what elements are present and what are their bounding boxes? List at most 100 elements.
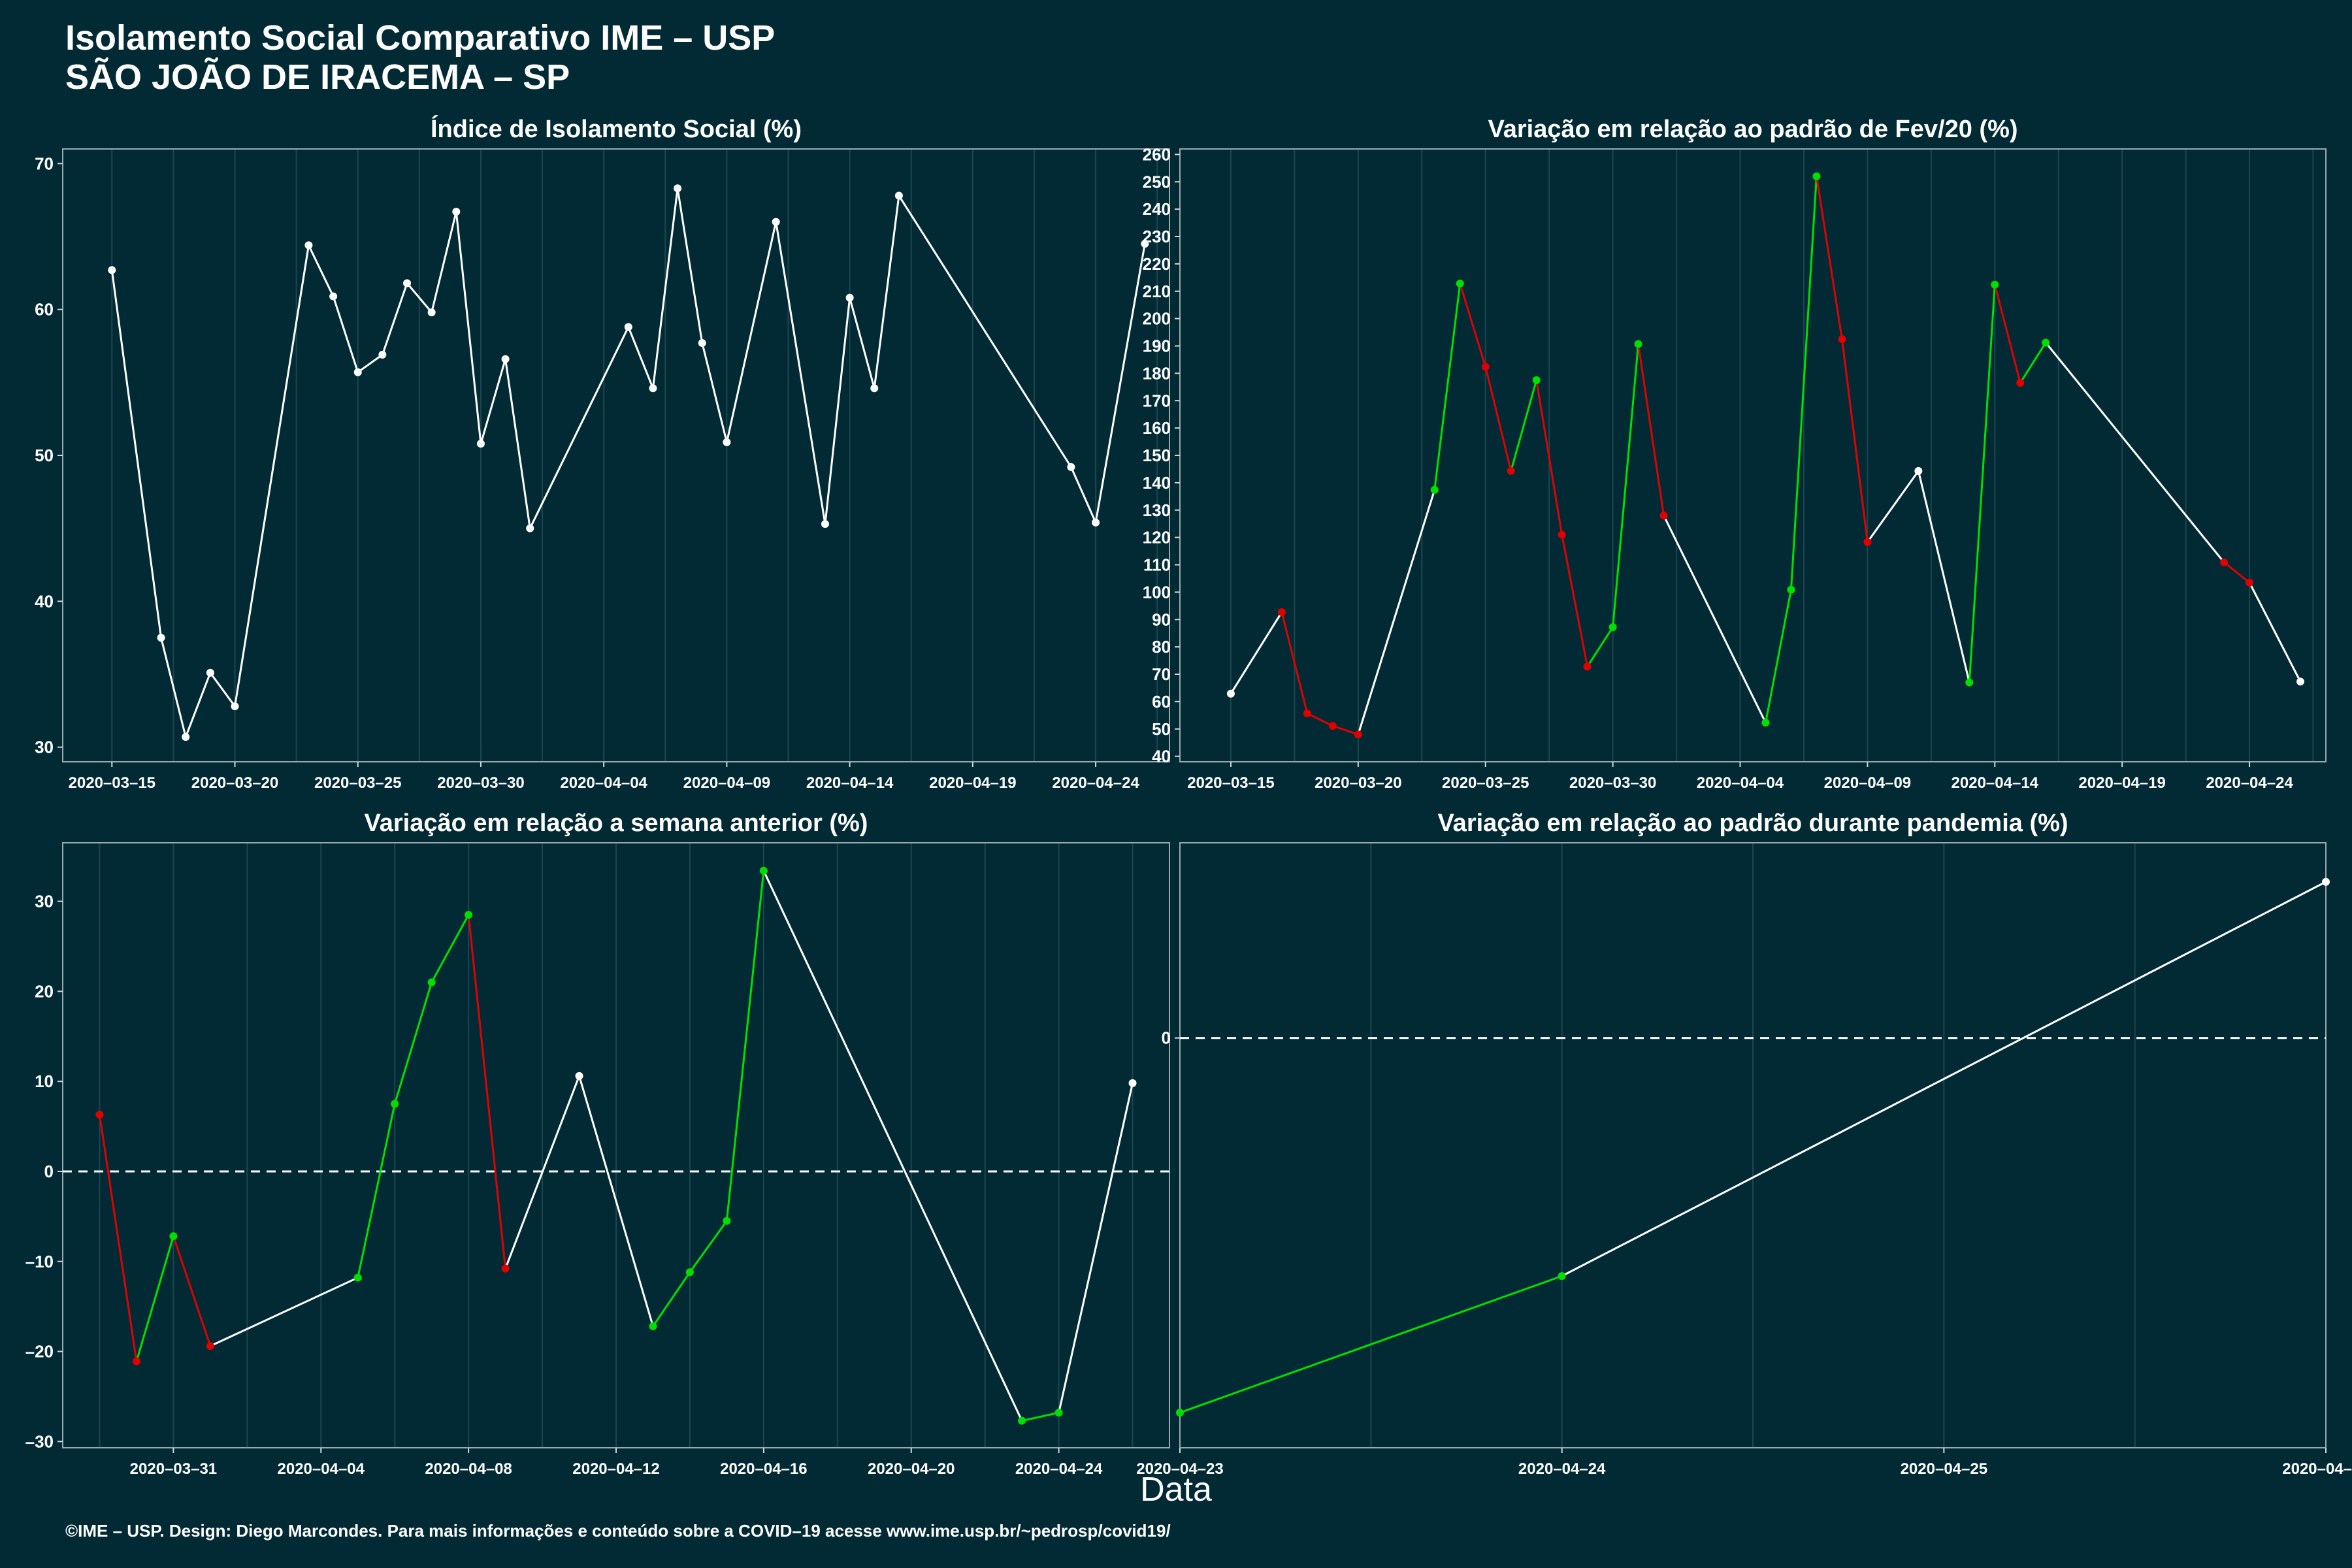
data-point [427, 978, 436, 987]
data-point [403, 279, 412, 287]
x-tick-label: 2020–03–20 [191, 774, 278, 792]
series-segment [1993, 284, 2021, 384]
x-tick-label: 2020–04–09 [683, 774, 770, 792]
series-segment [431, 914, 470, 983]
series-segment [2248, 582, 2302, 682]
series-segment [1281, 612, 1309, 714]
data-point [1481, 363, 1490, 371]
y-tick-label: 120 [1143, 528, 1171, 547]
y-tick-label: 230 [1143, 227, 1171, 246]
series-segment [504, 359, 531, 529]
data-point [2296, 678, 2305, 686]
data-point [1863, 538, 1872, 546]
panel-title: Variação em relação ao padrão durante pa… [1437, 809, 2068, 837]
data-point [501, 355, 510, 363]
y-tick-label: 110 [1143, 555, 1171, 575]
series-segment [849, 297, 875, 389]
y-tick-label: 220 [1143, 254, 1171, 274]
data-point [501, 1264, 510, 1273]
series-segment [873, 195, 900, 389]
x-tick-label: 2020–04–20 [868, 1460, 955, 1478]
series-segment [467, 915, 507, 1269]
series-segment [689, 1220, 728, 1273]
y-tick-label: 20 [35, 981, 54, 1001]
panel-title: Variação em relação ao padrão de Fev/20 … [1488, 116, 2017, 143]
data-point [723, 438, 731, 446]
series-segment [504, 1075, 580, 1269]
y-tick-label: 70 [1152, 664, 1171, 684]
panel-border [1179, 148, 2327, 762]
series-segment [898, 195, 1072, 468]
panel-border [62, 148, 1170, 762]
series-segment [2045, 342, 2225, 563]
series-segment [1917, 470, 1970, 683]
series-segment [762, 870, 1023, 1422]
data-point [894, 191, 903, 200]
series-segment [1637, 344, 1665, 516]
data-point [1430, 485, 1439, 494]
chart-panel-4: Variação em relação ao padrão durante pa… [1136, 809, 2352, 1478]
series-segment [578, 1075, 654, 1327]
x-tick-label: 2020–03–25 [1442, 774, 1529, 792]
y-tick-label: 50 [35, 446, 54, 465]
series-segment [1484, 366, 1512, 472]
x-tick-label: 2020–04–14 [1952, 774, 2039, 792]
series-segment [627, 326, 654, 389]
y-tick-label: 0 [44, 1162, 54, 1181]
series-segment [308, 244, 335, 297]
series-segment [2223, 561, 2251, 583]
x-axis-title: Data [1140, 1471, 1212, 1509]
x-tick-label: 2020–03–25 [314, 774, 401, 792]
data-point [95, 1111, 104, 1119]
y-tick-label: 240 [1143, 199, 1171, 219]
data-point [1067, 463, 1075, 471]
x-tick-label: 2020–03–30 [1569, 774, 1656, 792]
series-segment [1561, 881, 2327, 1277]
series-segment [357, 353, 384, 373]
series-segment [725, 221, 777, 443]
y-tick-label: 190 [1143, 336, 1171, 356]
data-point [649, 1322, 657, 1330]
data-point [452, 208, 461, 216]
series-segment [1357, 489, 1436, 735]
data-point [391, 1100, 399, 1108]
x-tick-label: 2020–04–08 [425, 1460, 512, 1478]
data-point [1456, 280, 1464, 288]
chart-panel-1: Índice de Isolamento Social (%) 30 40 50 60 7… [35, 114, 1170, 792]
series-segment [1815, 176, 1843, 340]
series-segment [98, 1114, 138, 1362]
y-tick-label: 30 [35, 738, 54, 757]
series-segment [110, 270, 163, 638]
data-point [1507, 466, 1515, 475]
series-segment [824, 297, 851, 525]
series-segment [775, 221, 826, 525]
data-point [2246, 578, 2254, 587]
y-tick-label: 160 [1143, 418, 1171, 438]
series-segment [1586, 627, 1614, 668]
y-tick-label: 250 [1143, 172, 1171, 191]
data-point [2322, 877, 2330, 886]
series-segment [455, 211, 482, 444]
series-segment [1663, 515, 1767, 723]
data-point [1558, 531, 1566, 539]
y-tick-label: –20 [25, 1342, 54, 1362]
series-segment [381, 282, 408, 355]
data-point [1609, 623, 1617, 631]
data-point [698, 339, 706, 348]
data-point [231, 702, 239, 711]
data-point [206, 668, 214, 677]
series-segment [431, 211, 457, 313]
y-tick-label: 80 [1152, 637, 1171, 657]
x-tick-label: 2020–04–24 [1052, 774, 1139, 792]
series-segment [1021, 1411, 1059, 1422]
series-segment [135, 1235, 174, 1362]
series-segment [1070, 466, 1097, 523]
chart-panel-2: Variação em relação ao padrão de Fev/20 … [1143, 116, 2327, 792]
x-tick-label: 2020–04–24 [2206, 774, 2293, 792]
x-tick-label: 2020–04–23 [1136, 1460, 1223, 1478]
series-segment [406, 282, 433, 314]
data-point [759, 866, 768, 875]
series-segment [529, 326, 630, 529]
panel-border [1179, 842, 2327, 1448]
series-segment [1094, 243, 1146, 523]
